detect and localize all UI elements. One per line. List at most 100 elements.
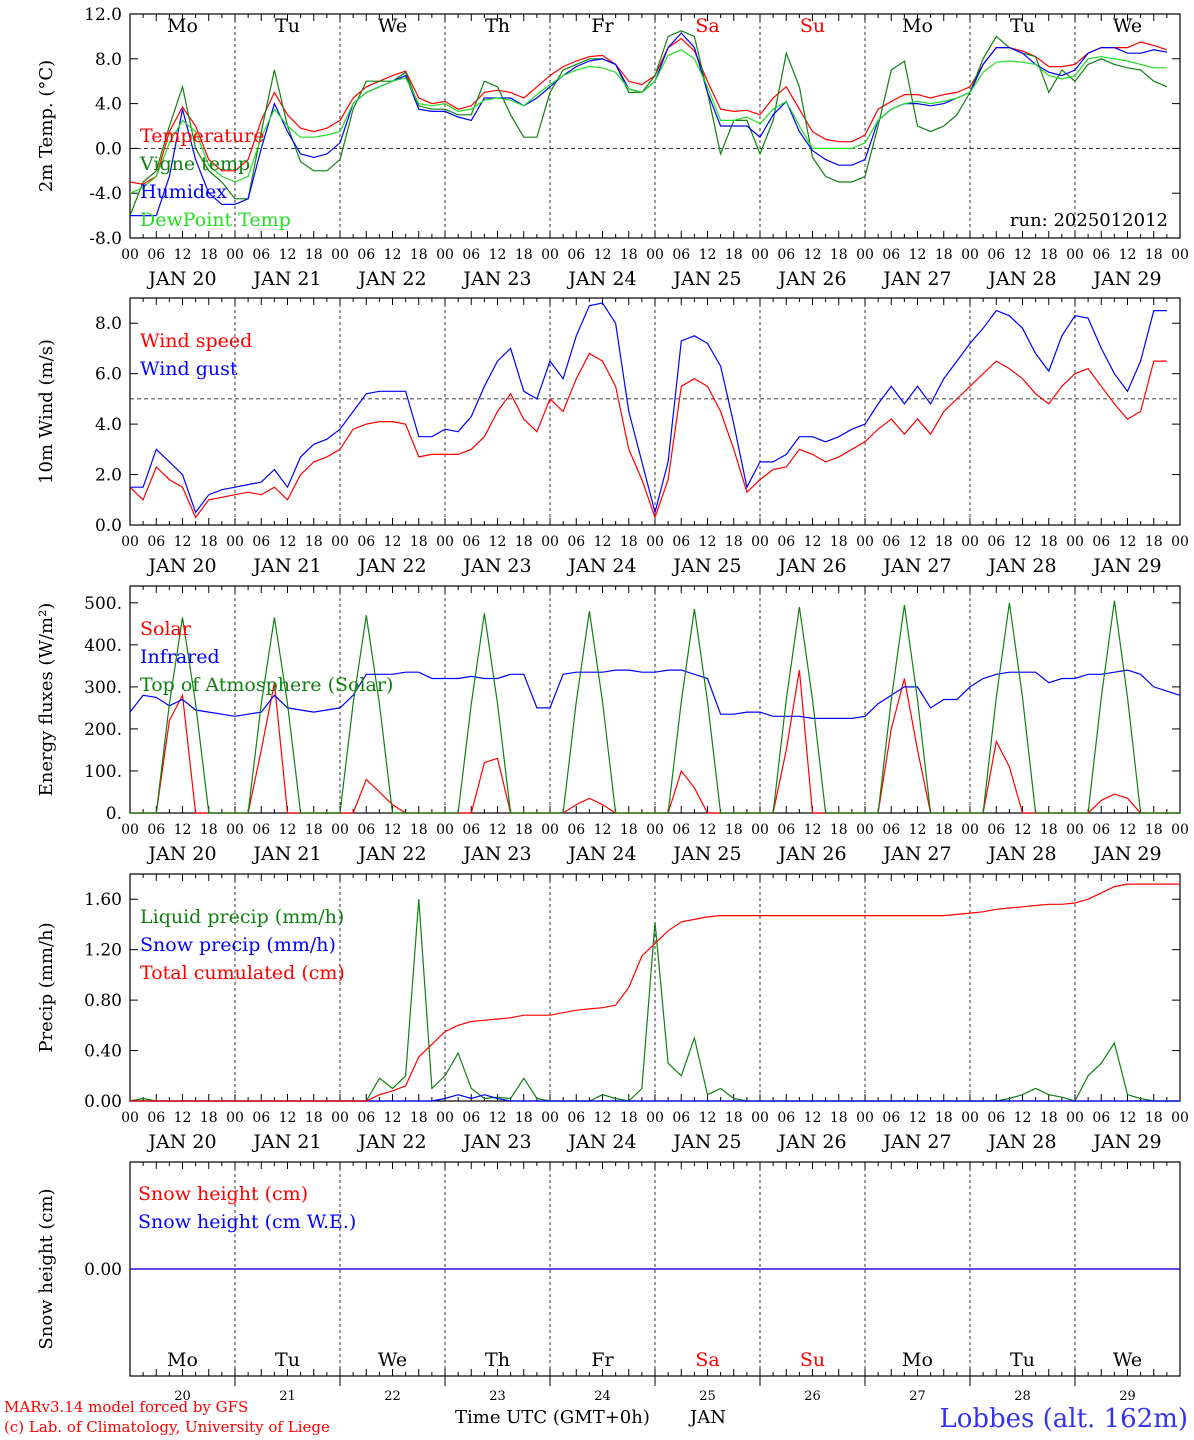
hour-tick-label: 18 bbox=[1145, 822, 1163, 838]
hour-tick-label: 18 bbox=[305, 534, 323, 550]
hour-tick-label: 12 bbox=[804, 534, 822, 550]
date-label: JAN 24 bbox=[566, 843, 636, 865]
panel-1: -8.0 -4.0 0.0 4.0 8.0 12.0 2m Temp. (°C) Temper… bbox=[36, 5, 1189, 290]
hour-tick-label: 18 bbox=[830, 534, 848, 550]
hour-tick-label: 00 bbox=[226, 822, 244, 838]
series-line bbox=[129, 37, 1168, 185]
hour-tick-label: 06 bbox=[147, 247, 165, 263]
hour-tick-label: 18 bbox=[725, 247, 743, 263]
date-label: JAN 27 bbox=[881, 1131, 951, 1153]
legend-entry: Wind speed bbox=[140, 330, 252, 352]
footer-credit-lab: (c) Lab. of Climatology, University of L… bbox=[4, 1418, 330, 1436]
hour-tick-label: 18 bbox=[1040, 247, 1058, 263]
hour-tick-label: 06 bbox=[882, 822, 900, 838]
date-label: JAN 21 bbox=[251, 1131, 321, 1153]
hour-tick-label: 12 bbox=[1014, 822, 1032, 838]
legend-entry: Wind gust bbox=[140, 358, 238, 380]
hour-tick-label: 00 bbox=[1171, 822, 1189, 838]
date-label: JAN 23 bbox=[461, 555, 531, 577]
hour-tick-label: 18 bbox=[515, 822, 533, 838]
panel-5: 0.00 Snow height (cm) Snow height (cm) Snow… bbox=[36, 1161, 1181, 1404]
hour-tick-label: 06 bbox=[777, 534, 795, 550]
hour-tick-label: 06 bbox=[987, 1110, 1005, 1126]
day-number-label: 20 bbox=[174, 1389, 191, 1404]
day-number-label: 21 bbox=[279, 1389, 296, 1404]
day-number-label: 23 bbox=[489, 1389, 506, 1404]
hour-tick-label: 00 bbox=[856, 247, 874, 263]
date-label: JAN 29 bbox=[1091, 268, 1161, 290]
hour-tick-label: 06 bbox=[357, 247, 375, 263]
hour-tick-label: 18 bbox=[830, 822, 848, 838]
hour-tick-label: 18 bbox=[1145, 247, 1163, 263]
hour-tick-label: 06 bbox=[1092, 534, 1110, 550]
date-label: JAN 28 bbox=[986, 1131, 1056, 1153]
y-axis-label: Precip (mm/h) bbox=[36, 922, 57, 1052]
hour-tick-label: 18 bbox=[725, 1110, 743, 1126]
hour-tick-label: 18 bbox=[935, 1110, 953, 1126]
hour-ticks bbox=[129, 1162, 1181, 1376]
y-tick-label: 0.0 bbox=[95, 516, 122, 536]
hour-tick-label: 00 bbox=[226, 1110, 244, 1126]
hour-tick-label: 12 bbox=[699, 534, 717, 550]
weekday-label: We bbox=[1113, 15, 1142, 37]
date-label: JAN 23 bbox=[461, 843, 531, 865]
run-label: run: 2025012012 bbox=[1010, 210, 1168, 231]
date-label: JAN 22 bbox=[356, 268, 426, 290]
date-label: JAN 20 bbox=[146, 555, 216, 577]
hour-tick-label: 00 bbox=[331, 247, 349, 263]
hour-tick-label: 00 bbox=[751, 534, 769, 550]
hour-tick-label: 06 bbox=[147, 534, 165, 550]
hour-tick-label: 00 bbox=[1066, 247, 1084, 263]
date-label: JAN 28 bbox=[986, 555, 1056, 577]
weekday-label: We bbox=[378, 1349, 407, 1371]
legend-entry: Total cumulated (cm) bbox=[140, 962, 345, 984]
y-tick-label: 1.20 bbox=[84, 941, 122, 961]
hour-tick-label: 06 bbox=[357, 534, 375, 550]
hour-tick-label: 12 bbox=[909, 534, 927, 550]
legend-entry: DewPoint Temp bbox=[140, 209, 291, 231]
hour-tick-label: 18 bbox=[725, 534, 743, 550]
hour-tick-label: 00 bbox=[436, 247, 454, 263]
hour-tick-label: 12 bbox=[594, 822, 612, 838]
hour-tick-label: 06 bbox=[777, 1110, 795, 1126]
hour-tick-label: 12 bbox=[909, 247, 927, 263]
weekday-label: Mo bbox=[902, 1349, 933, 1371]
date-label: JAN 25 bbox=[671, 268, 741, 290]
date-label: JAN 27 bbox=[881, 555, 951, 577]
weekday-label: Mo bbox=[167, 15, 198, 37]
y-tick-label: 0.00 bbox=[84, 1260, 122, 1280]
hour-tick-label: 18 bbox=[410, 822, 428, 838]
date-label: JAN 26 bbox=[776, 268, 846, 290]
hour-tick-label: 12 bbox=[804, 822, 822, 838]
hour-tick-label: 18 bbox=[200, 247, 218, 263]
y-tick-label: 0.0 bbox=[95, 139, 122, 159]
date-label: JAN 20 bbox=[146, 268, 216, 290]
panel-2: 0.0 2.0 4.0 6.0 8.0 10m Wind (m/s) Wind speed W… bbox=[36, 297, 1189, 577]
legend-entry: Vigne temp bbox=[139, 153, 250, 175]
hour-tick-label: 00 bbox=[856, 534, 874, 550]
y-tick-label: 0.80 bbox=[84, 991, 122, 1011]
day-number-label: 28 bbox=[1014, 1389, 1031, 1404]
hour-tick-label: 12 bbox=[279, 534, 297, 550]
station-label: Lobbes (alt. 162m) bbox=[939, 1404, 1188, 1434]
hour-tick-label: 18 bbox=[935, 247, 953, 263]
hour-tick-label: 00 bbox=[331, 534, 349, 550]
panels-group: -8.0 -4.0 0.0 4.0 8.0 12.0 2m Temp. (°C) Temper… bbox=[36, 5, 1189, 1404]
hour-tick-label: 00 bbox=[751, 1110, 769, 1126]
series-line bbox=[129, 352, 1167, 520]
hour-tick-label: 06 bbox=[1092, 247, 1110, 263]
hour-tick-label: 06 bbox=[147, 822, 165, 838]
weekday-label: Fr bbox=[591, 1349, 614, 1371]
hour-tick-label: 00 bbox=[226, 534, 244, 550]
weekday-label: Tu bbox=[275, 15, 300, 37]
hour-tick-label: 06 bbox=[777, 247, 795, 263]
date-label: JAN 29 bbox=[1091, 843, 1161, 865]
weekday-label: Sa bbox=[695, 15, 719, 37]
date-label: JAN 21 bbox=[251, 843, 321, 865]
hour-tick-label: 06 bbox=[987, 247, 1005, 263]
hour-tick-label: 00 bbox=[121, 534, 139, 550]
hour-tick-label: 06 bbox=[357, 1110, 375, 1126]
weekday-label: Sa bbox=[695, 1349, 719, 1371]
date-label: JAN 23 bbox=[461, 1131, 531, 1153]
series-line bbox=[129, 30, 1168, 216]
